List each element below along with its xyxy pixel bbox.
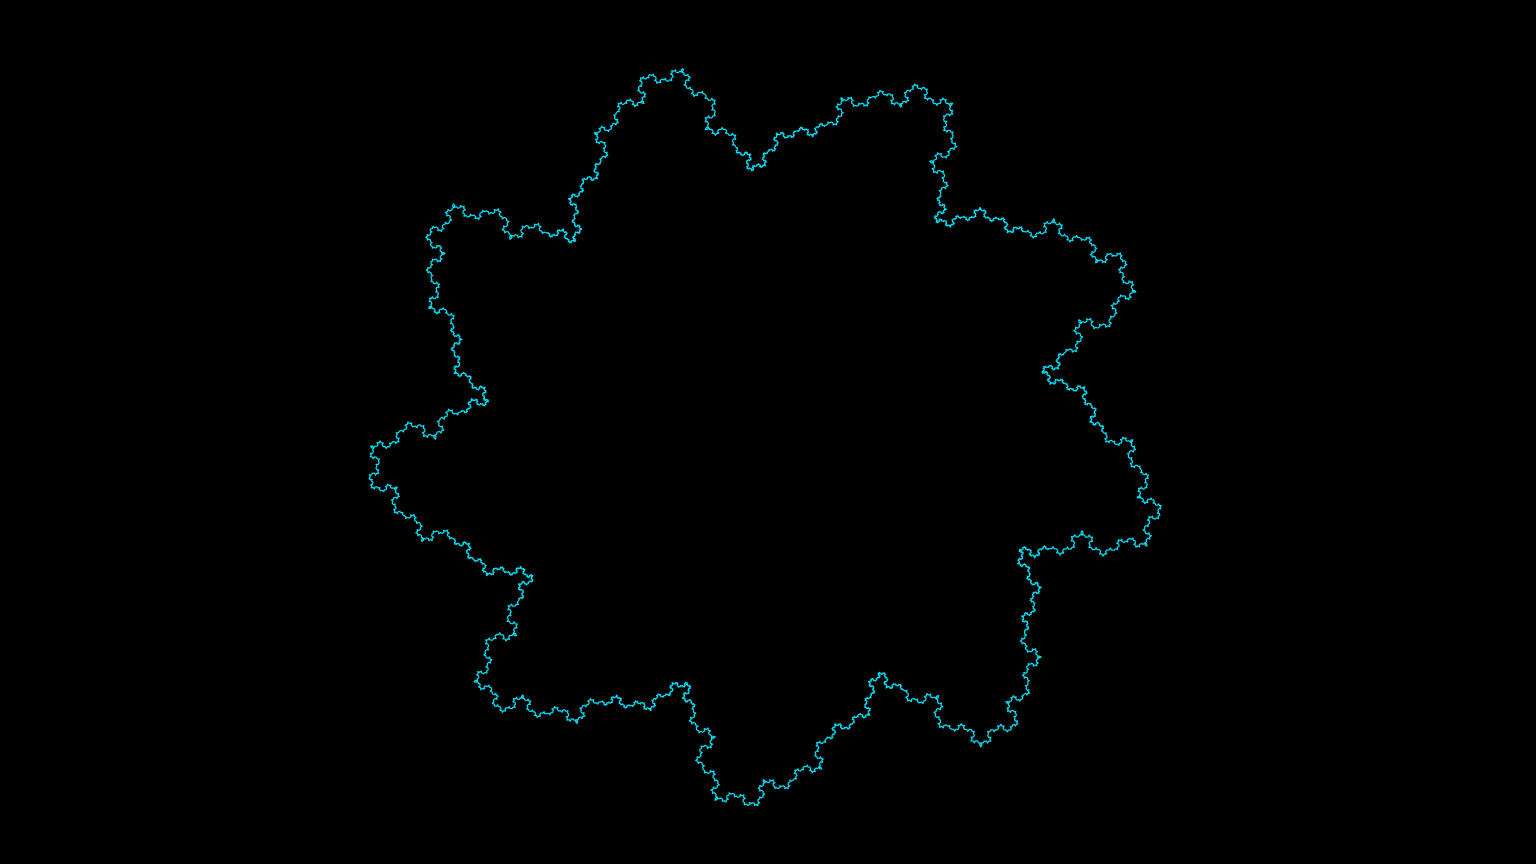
fractal-curve [368,67,1162,807]
